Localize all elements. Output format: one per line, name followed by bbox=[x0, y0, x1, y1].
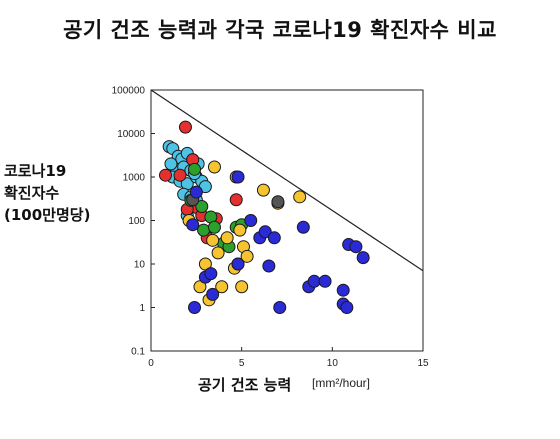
y-tick-label: 0.1 bbox=[131, 347, 145, 358]
data-point bbox=[267, 231, 281, 245]
x-axis-unit: [mm²/hour] bbox=[312, 376, 371, 390]
data-point bbox=[188, 301, 202, 314]
y-tick-label: 1000 bbox=[123, 173, 146, 184]
data-point bbox=[220, 231, 234, 245]
data-point bbox=[340, 301, 354, 314]
y-axis-label: 코로나19 확진자수 (100만명당) bbox=[4, 160, 114, 226]
data-point bbox=[231, 257, 245, 271]
data-point bbox=[244, 214, 258, 227]
data-point bbox=[215, 280, 229, 294]
data-point bbox=[240, 249, 254, 263]
data-point bbox=[235, 280, 249, 294]
data-point bbox=[293, 190, 307, 204]
data-point bbox=[173, 168, 187, 182]
data-point bbox=[231, 170, 245, 184]
data-point bbox=[258, 225, 272, 239]
data-point bbox=[207, 220, 221, 234]
chart-title: 공기 건조 능력과 각국 코로나19 확진자수 비교 bbox=[63, 18, 497, 42]
y-tick-label: 10000 bbox=[117, 129, 145, 140]
data-point bbox=[197, 223, 211, 237]
data-point bbox=[256, 183, 270, 197]
y-tick-label: 10 bbox=[134, 260, 146, 271]
x-tick-label: 5 bbox=[239, 358, 245, 369]
data-point bbox=[189, 185, 203, 199]
data-point bbox=[193, 280, 207, 294]
x-tick-label: 10 bbox=[327, 358, 339, 369]
data-point bbox=[178, 120, 192, 134]
data-point bbox=[296, 220, 310, 234]
data-point bbox=[307, 274, 321, 288]
y-axis-label-line-1: 코로나19 bbox=[4, 162, 67, 180]
data-point bbox=[159, 168, 173, 182]
x-tick-label: 15 bbox=[417, 358, 429, 369]
y-axis-label-line-3: (100만명당) bbox=[4, 206, 91, 224]
data-point bbox=[349, 240, 363, 254]
data-point bbox=[318, 274, 332, 288]
data-point bbox=[273, 301, 287, 314]
data-point bbox=[164, 157, 178, 171]
reference-line bbox=[150, 89, 424, 272]
x-tick-label: 0 bbox=[148, 358, 154, 369]
data-point bbox=[271, 195, 285, 209]
data-point bbox=[195, 199, 209, 213]
y-tick-label: 1 bbox=[139, 303, 145, 314]
data-point bbox=[356, 251, 370, 265]
data-point bbox=[262, 259, 276, 273]
data-point bbox=[188, 162, 202, 176]
data-point bbox=[186, 218, 200, 232]
data-point bbox=[207, 160, 221, 174]
data-point bbox=[211, 246, 225, 260]
data-point bbox=[204, 267, 218, 281]
data-point bbox=[198, 257, 212, 271]
data-point bbox=[233, 223, 247, 237]
data-point bbox=[206, 287, 220, 301]
y-tick-label: 100000 bbox=[112, 86, 146, 97]
data-point bbox=[229, 193, 243, 207]
x-axis-label: 공기 건조 능력 bbox=[198, 376, 292, 394]
y-axis-label-line-2: 확진자수 bbox=[4, 184, 60, 202]
y-tick-label: 100 bbox=[128, 216, 145, 227]
data-point bbox=[206, 233, 220, 247]
data-point bbox=[336, 283, 350, 297]
